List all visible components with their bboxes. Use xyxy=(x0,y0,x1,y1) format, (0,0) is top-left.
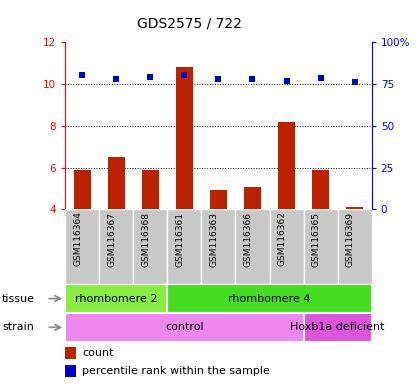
Bar xyxy=(244,187,261,209)
Text: strain: strain xyxy=(2,322,34,333)
Bar xyxy=(210,190,227,209)
Bar xyxy=(167,209,201,284)
Bar xyxy=(65,365,76,377)
Bar xyxy=(304,313,372,342)
Bar xyxy=(278,122,295,209)
Bar xyxy=(338,209,372,284)
Bar xyxy=(346,207,363,209)
Bar xyxy=(99,209,133,284)
Bar xyxy=(236,209,270,284)
Bar xyxy=(74,170,91,209)
Bar xyxy=(142,170,159,209)
Text: GSM116363: GSM116363 xyxy=(210,212,218,266)
Text: GSM116365: GSM116365 xyxy=(312,212,320,266)
Bar xyxy=(167,284,372,313)
Bar xyxy=(304,209,338,284)
Text: control: control xyxy=(165,322,204,333)
Text: GSM116364: GSM116364 xyxy=(73,212,82,266)
Bar xyxy=(65,284,167,313)
Bar xyxy=(65,209,99,284)
Text: count: count xyxy=(82,348,113,358)
Bar xyxy=(270,209,304,284)
Text: GSM116368: GSM116368 xyxy=(141,212,150,266)
Text: GSM116369: GSM116369 xyxy=(346,212,354,266)
Text: percentile rank within the sample: percentile rank within the sample xyxy=(82,366,270,376)
Text: GSM116366: GSM116366 xyxy=(244,212,252,266)
Text: tissue: tissue xyxy=(2,293,35,304)
Text: GDS2575 / 722: GDS2575 / 722 xyxy=(136,17,241,31)
Bar xyxy=(65,313,304,342)
Bar xyxy=(108,157,125,209)
Text: GSM116367: GSM116367 xyxy=(107,212,116,266)
Text: GSM116361: GSM116361 xyxy=(175,212,184,266)
Bar xyxy=(65,347,76,359)
Bar xyxy=(312,170,329,209)
Text: rhombomere 4: rhombomere 4 xyxy=(228,293,311,304)
Text: GSM116362: GSM116362 xyxy=(278,212,286,266)
Bar xyxy=(201,209,236,284)
Bar xyxy=(133,209,167,284)
Text: rhombomere 2: rhombomere 2 xyxy=(75,293,158,304)
Bar xyxy=(176,67,193,209)
Text: Hoxb1a deficient: Hoxb1a deficient xyxy=(290,322,385,333)
